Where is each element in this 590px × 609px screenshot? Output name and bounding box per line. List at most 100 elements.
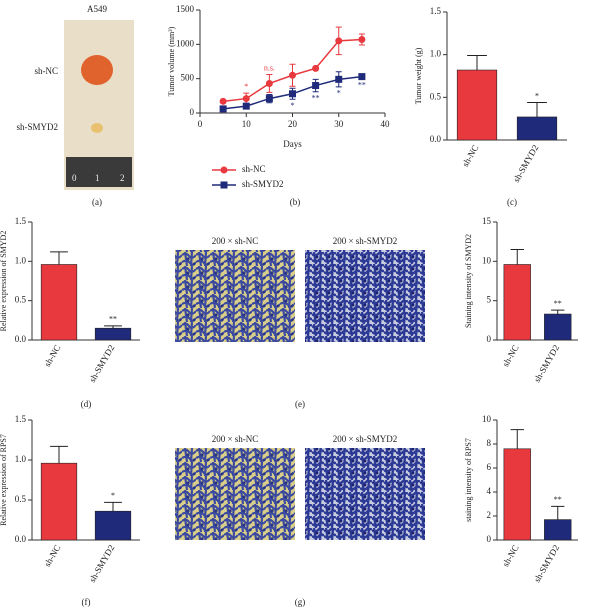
y-tick-label: 10 [482,255,492,265]
marker [219,105,227,113]
panel-label: (g) [295,597,306,607]
x-tick-label: sh-NC [42,543,62,568]
significance: * [111,491,115,500]
legend-label: sh-SMYD2 [242,179,284,189]
legend-marker [220,181,228,189]
x-axis-label: Days [283,139,302,149]
y-axis-label: staining intensity of RPS7 [464,438,473,522]
marker [312,82,320,90]
ruler-label: 0 [72,173,77,183]
bar [544,313,572,341]
histology-image [305,448,425,540]
y-tick-label: 1500 [176,4,195,14]
significance: n.s. [264,63,275,72]
y-tick-label: 0.0 [15,534,27,544]
marker [358,73,366,81]
y-tick-label: 2 [487,510,492,520]
bar [94,510,132,541]
y-tick-label: 0 [190,107,195,117]
marker [265,95,273,103]
y-tick-label: 1.0 [15,454,27,464]
x-tick-label: sh-SMYD2 [87,543,116,584]
tumor [81,55,113,85]
x-tick-label: sh-SMYD2 [511,143,540,184]
significance: ** [312,94,320,103]
y-axis-label: Staining intensity of SMYD2 [464,234,473,328]
x-tick-label: 20 [288,119,298,129]
y-tick-label: 10 [482,414,492,424]
error-bar [551,309,565,315]
x-tick-label: sh-NC [500,343,520,368]
panel-label: (b) [290,197,301,207]
image-label: 200 × sh-NC [212,434,259,444]
significance: ** [554,495,562,504]
y-axis-label: Tumor volume (mm³) [167,26,176,96]
error-bar [510,429,524,449]
y-tick-label: 0.5 [15,494,27,504]
y-tick-label: 15 [482,216,492,226]
panel-label: (c) [507,197,517,207]
x-tick-label: sh-SMYD2 [87,343,116,384]
x-tick-label: sh-SMYD2 [532,343,561,384]
error-bar [527,101,547,117]
row-label: sh-NC [34,66,58,76]
x-tick-label: sh-NC [500,543,520,568]
y-tick-label: 0 [487,334,492,344]
significance: * [244,82,248,91]
error-bar [50,251,68,265]
marker [335,37,343,45]
bar [456,69,498,141]
legend-marker [220,166,228,174]
row-label: sh-SMYD2 [16,122,58,132]
cell-line: A549 [87,4,107,14]
marker [289,71,296,79]
y-axis-label: Relative expression of RPS7 [0,434,8,526]
significance: ** [554,299,562,308]
panel-label: (d) [81,399,92,409]
bar [40,264,78,341]
y-tick-label: 0.5 [430,91,442,101]
ruler-label: 2 [120,173,125,183]
y-axis-label: Relative expression of SMYD2 [0,231,8,332]
error-bar [510,249,524,265]
bar [94,327,132,341]
marker [265,79,273,87]
error-bar [467,55,487,71]
y-tick-label: 0 [487,534,492,544]
x-tick-label: 0 [198,119,203,129]
y-tick-label: 1.5 [15,216,27,226]
marker [312,64,320,72]
significance: ** [358,80,366,89]
error-bar [551,505,565,520]
marker [335,75,343,83]
x-tick-label: 10 [242,119,252,129]
ruler [66,157,132,187]
histology-image [175,250,295,342]
significance: * [337,89,341,98]
bar [503,264,531,341]
marker [358,36,366,44]
error-bar [104,501,122,512]
y-tick-label: 5 [487,295,492,305]
y-tick-label: 0.5 [15,295,27,305]
image-label: 200 × sh-NC [212,236,259,246]
panel-label: (e) [295,399,305,409]
panel-label: (a) [92,197,102,207]
x-tick-label: 30 [334,119,344,129]
marker [242,95,250,103]
marker [242,102,250,110]
image-label: 200 × sh-SMYD2 [333,434,398,444]
x-tick-label: 40 [381,119,391,129]
x-tick-label: sh-NC [460,143,480,168]
y-tick-label: 4 [487,486,492,496]
error-bar [50,445,68,464]
y-tick-label: 8 [487,438,492,448]
bar [544,519,572,541]
ruler-label: 1 [95,173,100,183]
panel-label: (f) [82,597,91,607]
y-tick-label: 1.0 [15,255,27,265]
y-tick-label: 0.0 [430,134,442,144]
x-tick-label: sh-SMYD2 [532,543,561,584]
marker [289,90,296,98]
bar [516,116,558,141]
